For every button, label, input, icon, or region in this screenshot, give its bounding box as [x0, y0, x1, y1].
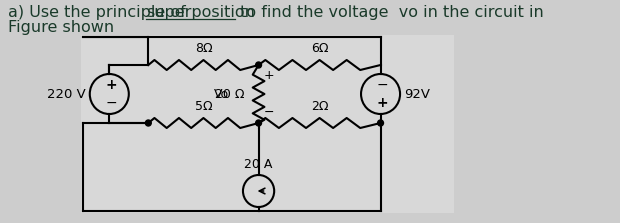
Text: a) Use the principle of: a) Use the principle of [8, 5, 191, 20]
Text: Vo: Vo [214, 87, 229, 101]
Text: to find the voltage  vo in the circuit in: to find the voltage vo in the circuit in [235, 5, 544, 20]
Text: −: − [377, 78, 388, 92]
Text: −: − [105, 96, 117, 110]
Text: −: − [264, 106, 274, 119]
Text: 20 Ω: 20 Ω [215, 87, 245, 101]
Text: superposition: superposition [146, 5, 255, 20]
Text: +: + [377, 96, 388, 110]
Text: 92V: 92V [404, 87, 430, 101]
Circle shape [255, 62, 262, 68]
Text: +: + [105, 78, 117, 92]
Text: +: + [264, 69, 274, 82]
Text: 20 A: 20 A [244, 158, 273, 171]
Circle shape [255, 120, 262, 126]
Circle shape [378, 120, 384, 126]
FancyBboxPatch shape [81, 35, 454, 213]
Text: 5Ω: 5Ω [195, 100, 212, 113]
Circle shape [145, 120, 151, 126]
Text: 8Ω: 8Ω [195, 42, 212, 55]
Text: 220 V: 220 V [47, 87, 86, 101]
Text: 6Ω: 6Ω [311, 42, 329, 55]
Text: 2Ω: 2Ω [311, 100, 329, 113]
Text: Figure shown: Figure shown [8, 20, 114, 35]
